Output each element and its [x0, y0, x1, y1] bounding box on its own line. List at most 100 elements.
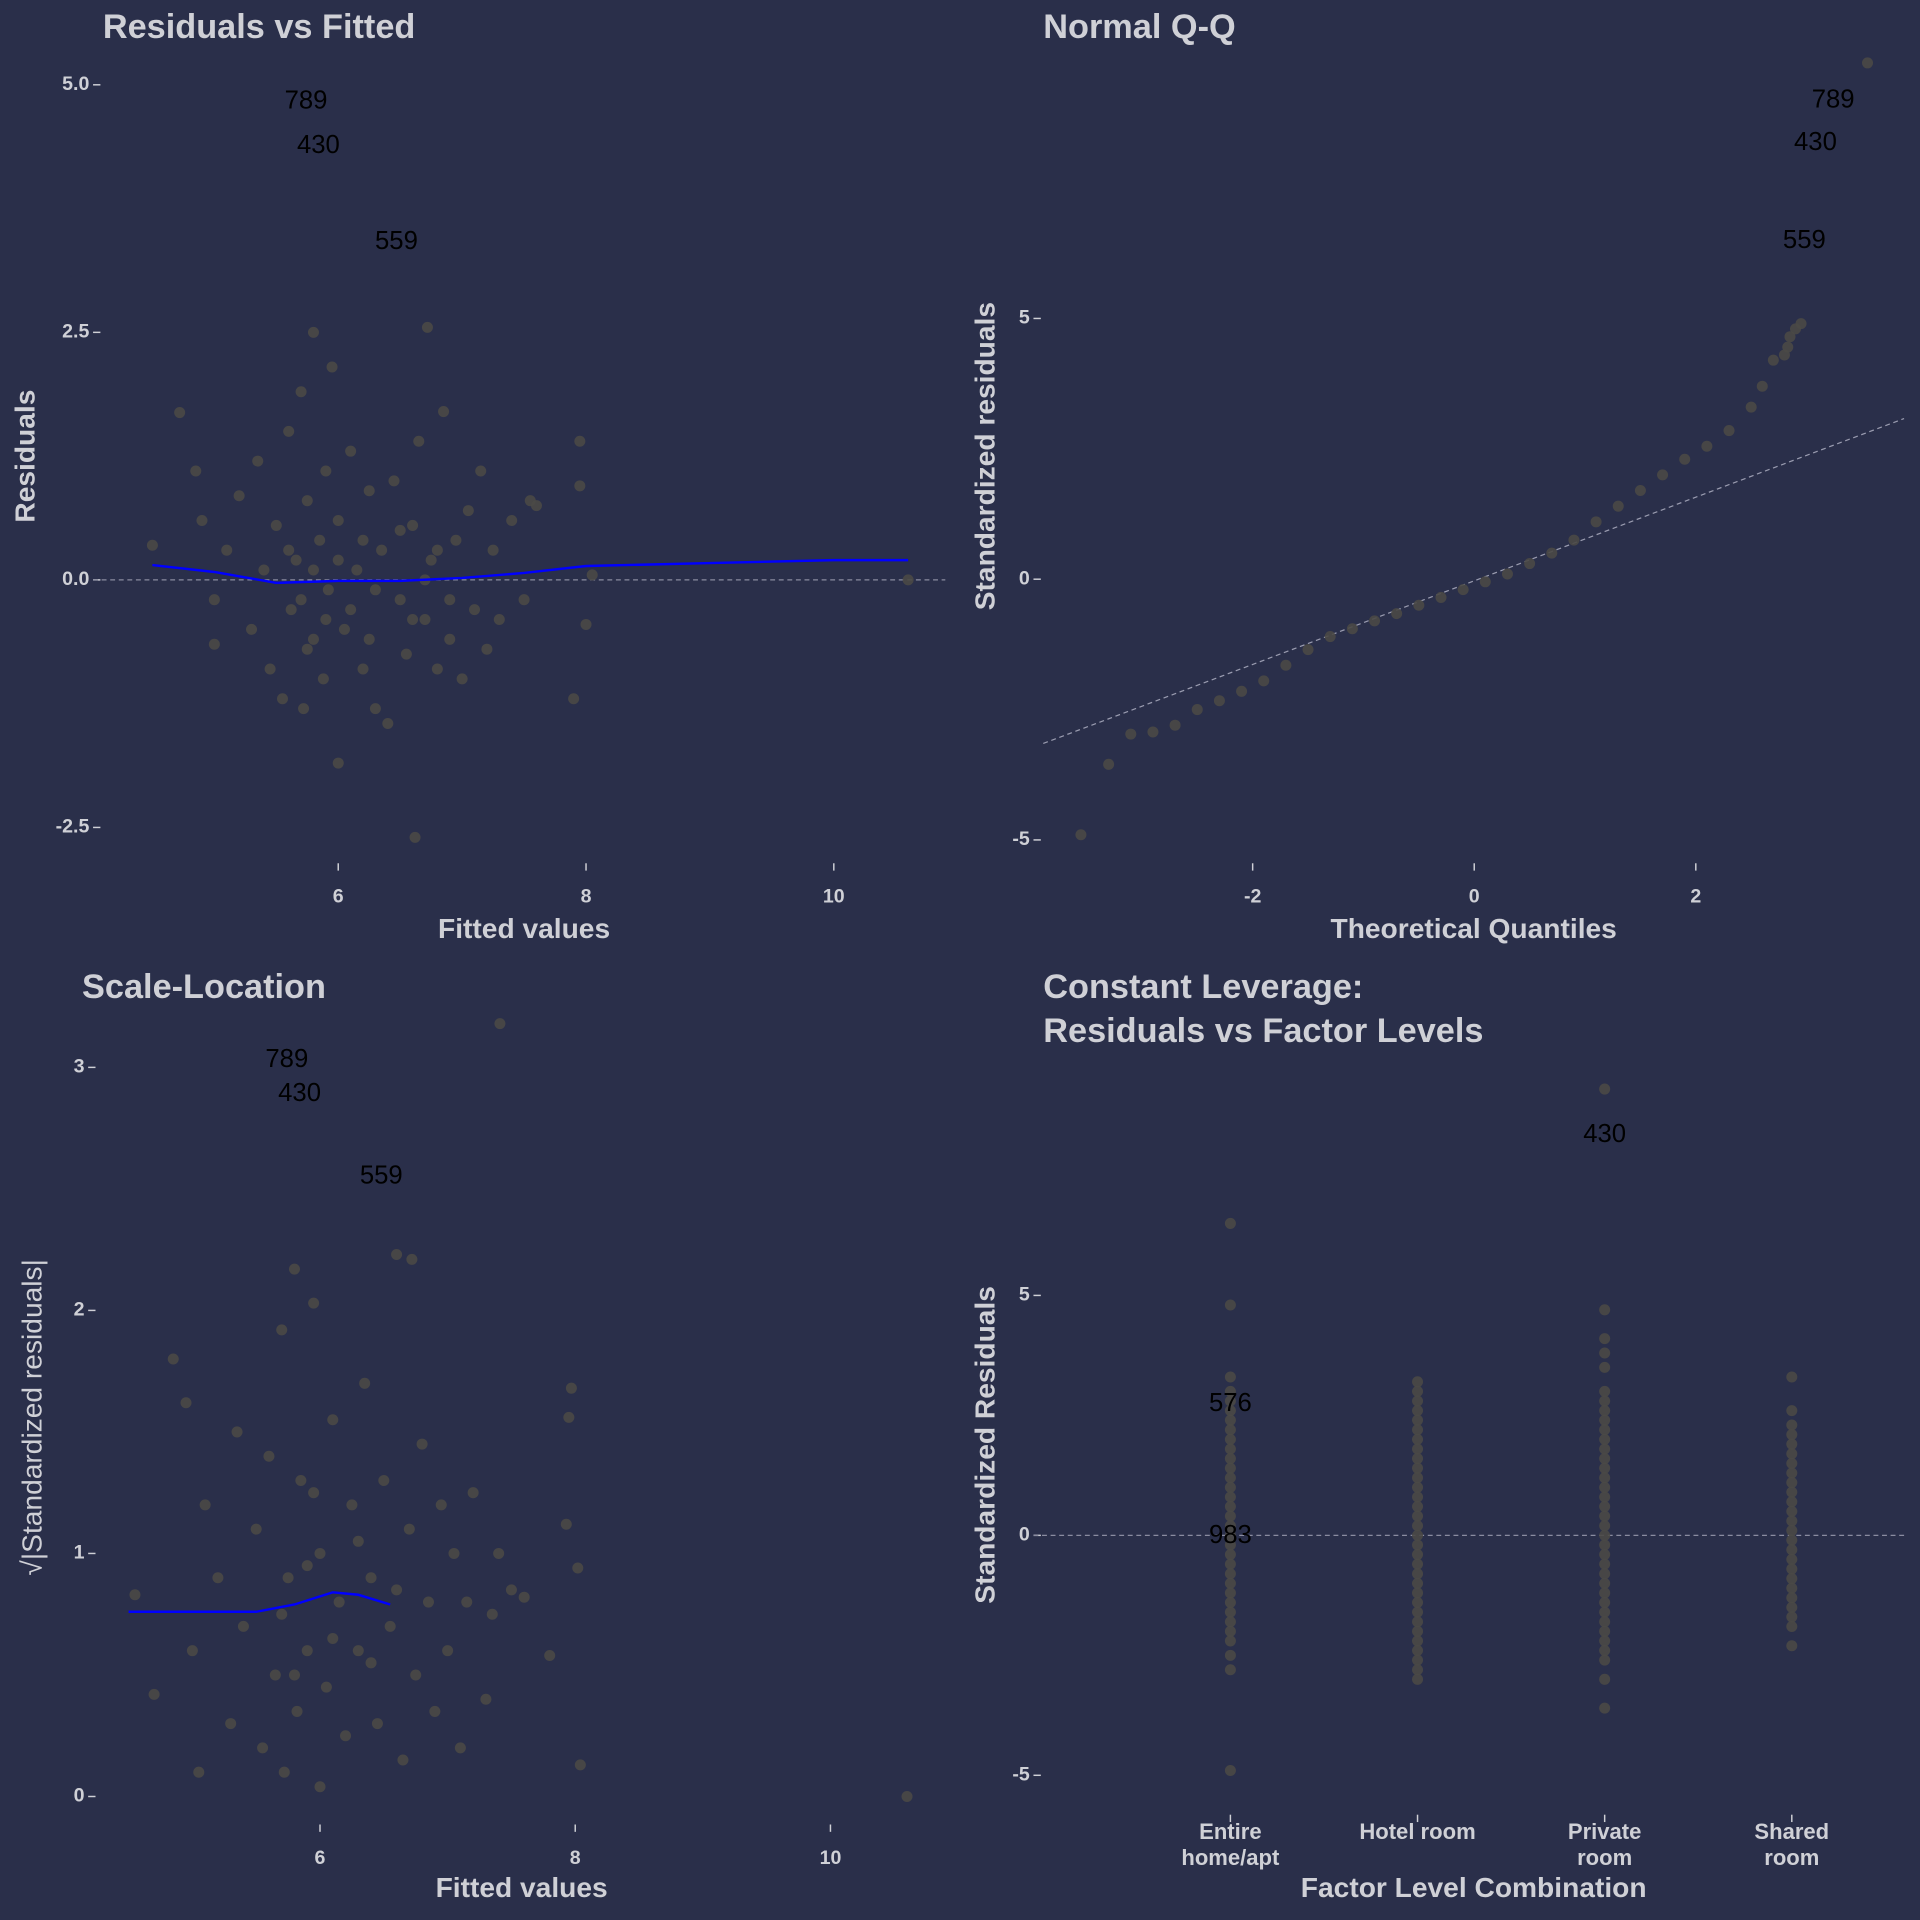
y-axis-title: √|Standardized residuals| — [17, 1259, 48, 1576]
point — [416, 1438, 428, 1450]
point — [1786, 1582, 1798, 1594]
point — [225, 1718, 237, 1730]
point — [357, 534, 369, 546]
qq-reference-line — [1043, 418, 1905, 745]
point — [1457, 584, 1469, 596]
point — [1524, 558, 1536, 570]
point — [231, 1426, 243, 1438]
point-label: 576 — [1209, 1389, 1252, 1417]
point — [586, 569, 598, 581]
point — [365, 1572, 377, 1584]
point — [1599, 1549, 1611, 1561]
point — [1599, 1347, 1611, 1359]
y-tick-label: 2.5 — [62, 321, 89, 343]
point — [308, 1297, 320, 1309]
point — [246, 623, 258, 635]
point — [1786, 1525, 1798, 1537]
point — [301, 495, 313, 507]
point — [1224, 1520, 1236, 1532]
point — [1224, 1606, 1236, 1618]
point — [298, 703, 310, 715]
point — [1599, 1635, 1611, 1647]
x-axis-title: Factor Level Combination — [1301, 1872, 1647, 1903]
point — [1412, 1443, 1424, 1455]
point — [199, 1499, 211, 1511]
y-tick-label: 5.0 — [62, 73, 89, 95]
point-label: 789 — [265, 1045, 308, 1073]
point — [469, 604, 481, 616]
x-axis-title: Fitted values — [436, 1872, 608, 1903]
point — [565, 1382, 577, 1394]
point — [574, 480, 586, 492]
point — [1412, 1654, 1424, 1666]
point — [1412, 1520, 1424, 1532]
point — [196, 514, 208, 526]
point — [326, 361, 338, 373]
panel-title: Residuals vs Fitted — [102, 7, 416, 46]
point — [409, 831, 421, 843]
point — [1786, 1592, 1798, 1604]
point — [1599, 1472, 1611, 1484]
point — [1413, 599, 1425, 611]
point — [1599, 1645, 1611, 1657]
point — [1224, 1424, 1236, 1436]
point — [1224, 1462, 1236, 1474]
point — [1324, 631, 1336, 643]
point — [307, 564, 319, 576]
point — [252, 455, 264, 467]
point — [278, 1766, 290, 1778]
x-tick-label: Private room — [1567, 1819, 1642, 1870]
point — [276, 1324, 288, 1336]
point — [129, 1589, 141, 1601]
point — [359, 1377, 371, 1389]
point — [563, 1411, 575, 1423]
point — [1784, 331, 1796, 343]
point — [1786, 1467, 1798, 1479]
point — [391, 1584, 403, 1596]
panel-title: Constant Leverage: Residuals vs Factor L… — [1043, 967, 1484, 1050]
point — [1169, 719, 1181, 731]
point — [1412, 1587, 1424, 1599]
point — [363, 485, 375, 497]
point — [1786, 1621, 1798, 1633]
point — [1786, 1534, 1798, 1546]
point — [1224, 1558, 1236, 1570]
point — [1599, 1510, 1611, 1522]
point — [1412, 1395, 1424, 1407]
point — [572, 1562, 584, 1574]
point — [487, 544, 499, 556]
x-tick-label: 10 — [823, 886, 845, 908]
point — [1224, 1577, 1236, 1589]
point — [320, 465, 332, 477]
x-tick-label-box: Entire home/apt — [1181, 1820, 1279, 1870]
point — [308, 1487, 320, 1499]
x-tick-label: 2 — [1690, 886, 1701, 908]
panel-title-box: Constant Leverage: Residuals vs Factor L… — [1043, 967, 1484, 1050]
point — [167, 1353, 179, 1365]
point — [1412, 1577, 1424, 1589]
point — [1786, 1515, 1798, 1527]
point — [301, 1560, 313, 1572]
point — [1786, 1486, 1798, 1498]
x-tick-label-box: Shared room — [1754, 1820, 1829, 1870]
point — [332, 514, 344, 526]
point — [560, 1518, 572, 1530]
point — [1599, 1702, 1611, 1714]
point — [186, 1645, 198, 1657]
x-tick-label: 0 — [1469, 886, 1480, 908]
point — [190, 465, 202, 477]
point — [1786, 1496, 1798, 1508]
point — [493, 613, 505, 626]
point — [327, 1633, 339, 1645]
point — [1224, 1616, 1236, 1628]
point — [1412, 1616, 1424, 1628]
x-tick-label: Hotel room — [1359, 1819, 1476, 1845]
point — [407, 613, 419, 626]
y-tick-label: -2.5 — [56, 816, 90, 838]
point — [1599, 1433, 1611, 1445]
point — [257, 1742, 269, 1754]
point — [1786, 1477, 1798, 1489]
point — [332, 554, 344, 566]
y-tick-label: 0 — [1019, 1524, 1030, 1546]
